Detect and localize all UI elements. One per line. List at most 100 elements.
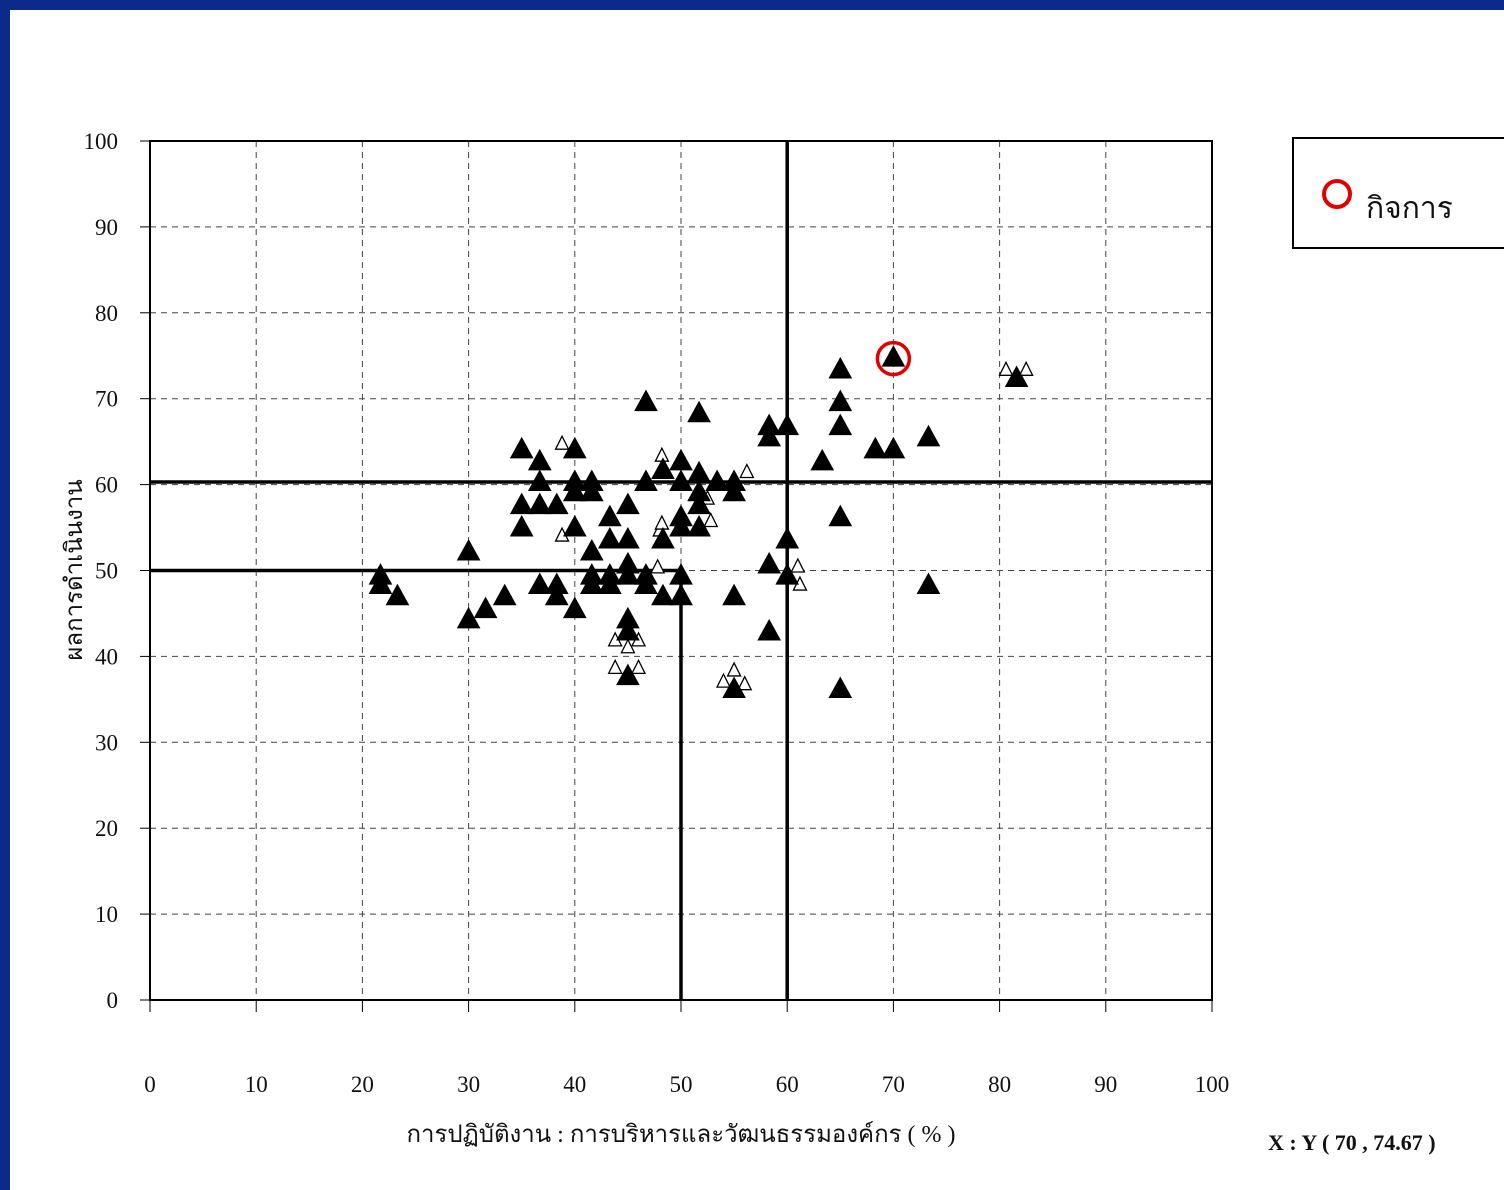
filled-triangle-marker	[562, 436, 587, 459]
filled-triangle-marker	[722, 479, 746, 502]
y-tick-label: 0	[107, 988, 119, 1013]
filled-triangle-marker	[669, 583, 693, 606]
filled-triangle-marker	[579, 539, 604, 561]
filled-triangle-marker	[634, 469, 658, 491]
filled-triangle-marker	[828, 389, 853, 412]
filled-triangle-marker	[527, 492, 552, 515]
hollow-triangle-marker	[654, 446, 670, 462]
filled-triangle-marker	[687, 514, 711, 537]
filled-triangle-marker	[527, 448, 552, 471]
y-tick-label: 40	[95, 644, 118, 669]
y-tick-label: 70	[95, 387, 118, 412]
filled-triangle-marker	[509, 492, 534, 515]
y-tick-label: 30	[95, 730, 118, 755]
filled-triangle-marker	[616, 663, 640, 686]
filled-triangle-marker	[385, 583, 410, 606]
highlight-layer	[875, 340, 912, 377]
filled-triangle-marker	[616, 563, 640, 585]
filled-triangle-marker	[916, 572, 941, 595]
x-tick-label: 70	[882, 1072, 905, 1097]
hollow-triangle-marker	[654, 514, 670, 530]
hollow-triangle-marker	[715, 672, 732, 688]
x-axis-title: การปฏิบัติงาน : การบริหารและวัฒนธรรมองค์…	[406, 1120, 955, 1148]
filled-triangle-marker	[669, 563, 693, 585]
x-tick-label: 80	[988, 1072, 1011, 1097]
hollow-triangle-marker	[1018, 360, 1034, 376]
hollow-triangle-marker	[998, 360, 1014, 376]
filled-triangle-marker	[775, 413, 800, 436]
filled-triangle-marker	[651, 526, 675, 549]
hollow-markers	[554, 360, 1034, 691]
x-tick-label: 40	[563, 1072, 586, 1097]
filled-triangle-marker	[616, 492, 640, 515]
filled-triangle-marker	[544, 583, 569, 606]
slide-frame-left	[0, 0, 10, 1190]
filled-triangle-marker	[669, 469, 693, 491]
x-tick-label: 0	[144, 1072, 156, 1097]
x-tick-label: 10	[245, 1072, 268, 1097]
hollow-triangle-marker	[790, 557, 806, 573]
highlight-circle	[875, 340, 912, 377]
filled-triangle-marker	[828, 504, 853, 527]
filled-triangle-marker	[473, 596, 498, 619]
x-tick-label: 90	[1094, 1072, 1117, 1097]
filled-triangle-marker	[916, 424, 941, 447]
filled-triangle-marker	[509, 514, 534, 537]
axis-ticks: 0 10 20 30 40 50 60 70 80 90 100 0 10 20 30 40 50 60 70 80 9…	[84, 129, 1230, 1097]
filled-triangle-marker	[775, 563, 800, 585]
y-tick-label: 90	[95, 215, 118, 240]
y-axis-title: ผลการดำเนินงาน	[62, 479, 88, 660]
filled-triangle-marker	[828, 676, 853, 699]
filled-triangle-marker	[669, 448, 693, 471]
y-tick-label: 80	[95, 301, 118, 326]
filled-triangle-marker	[810, 448, 835, 471]
filled-triangle-marker	[828, 356, 853, 379]
y-tick-label: 100	[84, 129, 119, 154]
filled-triangle-marker	[634, 572, 658, 595]
filled-triangle-marker	[509, 436, 534, 459]
y-tick-label: 60	[95, 473, 118, 498]
filled-triangle-marker	[669, 514, 693, 537]
y-tick-label: 10	[95, 902, 118, 927]
filled-triangle-marker	[863, 436, 888, 459]
y-tick-label: 50	[95, 559, 118, 584]
filled-triangle-marker	[562, 596, 587, 619]
hollow-triangle-marker	[703, 512, 719, 528]
x-tick-label: 20	[351, 1072, 374, 1097]
filled-triangle-marker	[651, 457, 675, 479]
filled-triangle-marker	[634, 389, 658, 412]
filled-triangle-marker	[456, 539, 481, 561]
filled-triangle-marker	[687, 400, 711, 423]
x-tick-label: 100	[1195, 1072, 1230, 1097]
hollow-triangle-marker	[650, 558, 666, 574]
filled-triangle-marker	[722, 676, 746, 699]
slide-frame-top	[0, 0, 1504, 10]
filled-triangle-marker	[579, 572, 604, 595]
filled-triangle-marker	[828, 413, 853, 436]
filled-triangle-marker	[527, 469, 552, 491]
filled-triangle-marker	[881, 436, 906, 459]
filled-triangle-marker	[775, 526, 800, 549]
filled-triangle-marker	[598, 572, 622, 595]
filled-triangle-marker	[598, 504, 622, 527]
filled-markers	[368, 345, 1029, 699]
filled-triangle-marker	[687, 492, 711, 515]
hollow-triangle-marker	[630, 658, 647, 675]
filled-triangle-marker	[598, 526, 622, 549]
legend-label: กิจการ	[1366, 192, 1453, 225]
coordinate-readout: X : Y ( 70 , 74.67 )	[1268, 1130, 1436, 1155]
hollow-triangle-marker	[737, 675, 753, 691]
hollow-triangle-marker	[607, 658, 623, 675]
filled-triangle-marker	[544, 492, 569, 515]
filled-triangle-marker	[527, 572, 552, 595]
filled-triangle-marker	[722, 583, 746, 606]
hollow-triangle-marker	[554, 434, 570, 450]
hollow-triangle-marker	[739, 463, 755, 479]
red-circle-icon	[1322, 179, 1352, 209]
filled-triangle-marker	[881, 345, 906, 367]
filled-triangle-marker	[562, 514, 587, 537]
legend: กิจการ	[1292, 137, 1504, 249]
filled-triangle-marker	[492, 583, 517, 606]
x-tick-label: 60	[776, 1072, 799, 1097]
